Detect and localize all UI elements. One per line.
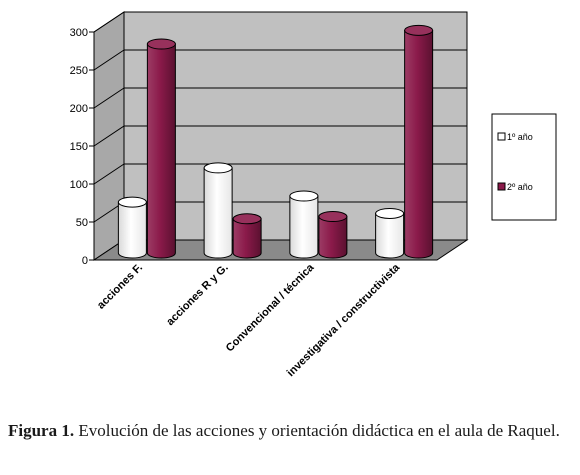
bar-year1: [289, 190, 319, 259]
caption-label: Figura 1.: [8, 421, 75, 440]
y-tick-label: 300: [70, 27, 88, 39]
bar-body: [203, 167, 233, 259]
legend-label: 1º año: [507, 132, 533, 142]
bar-body: [232, 218, 262, 259]
chart-floor: [92, 239, 469, 261]
bar-body: [117, 201, 147, 259]
category-label: acciones R y G.: [164, 262, 230, 328]
category-label: acciones F.: [95, 262, 145, 312]
bar-body: [404, 29, 434, 259]
gridline-side: [93, 125, 125, 147]
legend-label: 2º año: [507, 182, 533, 192]
figure-caption: Figura 1. Evolución de las acciones y or…: [8, 418, 578, 443]
bar-top: [146, 38, 176, 50]
y-tick-label: 250: [70, 65, 88, 77]
bar-year1: [117, 196, 147, 259]
y-tick-label: 100: [70, 179, 88, 191]
y-tick-label: 0: [82, 255, 88, 267]
bar-top: [289, 190, 319, 202]
legend-box: [491, 113, 557, 221]
bar-year1: [375, 207, 405, 259]
bar-body: [146, 43, 176, 259]
gridline-side: [93, 163, 125, 185]
bar-year2: [232, 213, 262, 259]
bar-top: [203, 162, 233, 174]
bar-body: [375, 212, 405, 259]
bar-year2: [404, 24, 434, 259]
bar-top: [117, 196, 147, 208]
bar-year1: [203, 162, 233, 259]
y-tick-label: 150: [70, 141, 88, 153]
bar-body: [289, 195, 319, 259]
bar-top: [318, 211, 348, 223]
gridline-side: [93, 87, 125, 109]
bar-year2: [318, 211, 348, 259]
bar-top: [232, 213, 262, 225]
gridline-side: [93, 11, 125, 33]
legend-swatch: [497, 132, 506, 141]
gridline-side: [93, 49, 125, 71]
bar-top: [375, 207, 405, 219]
caption-text: Evolución de las acciones y orientación …: [74, 421, 560, 440]
bar-body: [318, 216, 348, 259]
bar-year2: [146, 38, 176, 259]
chart: 0 50 100 150 200 250 300 acciones F. acciones R…: [70, 11, 557, 379]
y-tick-label: 50: [76, 217, 88, 229]
bar-top: [404, 24, 434, 36]
legend-swatch: [497, 182, 506, 191]
category-label: Convencional / técnica: [224, 261, 317, 354]
y-tick-label: 200: [70, 103, 88, 115]
